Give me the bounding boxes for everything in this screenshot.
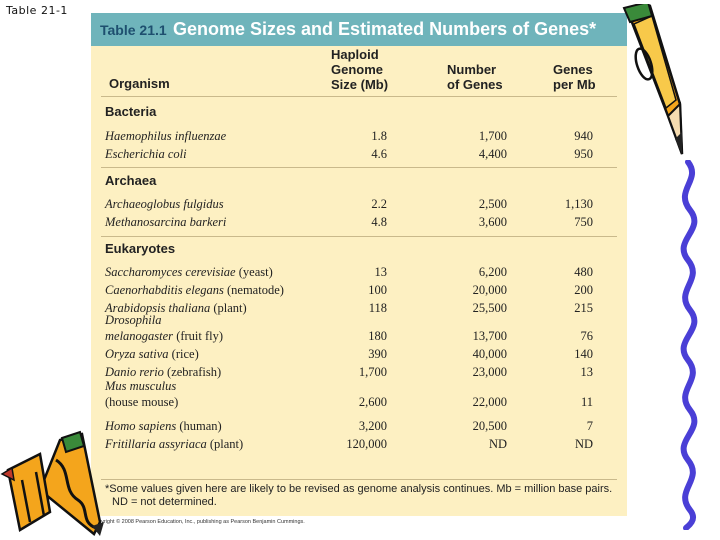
gene-count-cell: 22,000 bbox=[472, 395, 507, 409]
genes-per-mb-cell: 7 bbox=[586, 419, 593, 433]
gene-count-cell: 20,000 bbox=[472, 283, 507, 297]
column-header-genes-line2: of Genes bbox=[447, 77, 503, 92]
organism-name: Fritillaria assyriaca (plant) bbox=[105, 437, 244, 451]
table-number: Table 21.1 bbox=[100, 22, 167, 38]
organism-name: Saccharomyces cerevisiae (yeast) bbox=[105, 265, 273, 279]
genome-size-cell: 390 bbox=[368, 347, 387, 361]
genome-size-cell: 2.2 bbox=[371, 197, 387, 211]
genome-size-cell: 120,000 bbox=[346, 437, 387, 451]
organism-name: Mus musculus bbox=[105, 379, 177, 393]
genes-per-mb-cell: ND bbox=[574, 437, 593, 451]
gene-count-cell: 13,700 bbox=[472, 329, 507, 343]
genome-size-cell: 13 bbox=[374, 265, 388, 279]
gene-count-cell: 2,500 bbox=[478, 197, 507, 211]
organism-name: Caenorhabditis elegans (nematode) bbox=[105, 283, 284, 297]
genome-size-cell: 100 bbox=[368, 283, 387, 297]
organism-name: melanogaster (fruit fly) bbox=[105, 329, 224, 343]
footnote-line1: *Some values given here are likely to be… bbox=[105, 483, 613, 495]
organism-name: Arabidopsis thaliana (plant) bbox=[105, 301, 247, 315]
slide-label: Table 21-1 bbox=[6, 4, 68, 17]
genes-per-mb-cell: 140 bbox=[574, 347, 593, 361]
genes-per-mb-cell: 200 bbox=[574, 283, 593, 297]
genes-per-mb-cell: 11 bbox=[580, 395, 593, 409]
genome-size-cell: 4.6 bbox=[371, 147, 387, 161]
column-header-genes-line1: Number bbox=[447, 62, 497, 77]
genes-per-mb-cell: 480 bbox=[574, 265, 593, 279]
footnote-line2: ND = not determined. bbox=[112, 496, 217, 508]
pencil-icon bbox=[622, 4, 684, 155]
gene-count-cell: 3,600 bbox=[478, 215, 507, 229]
gene-count-cell: ND bbox=[488, 437, 507, 451]
genome-table: Table 21.1 Genome Sizes and Estimated Nu… bbox=[91, 13, 627, 516]
column-header-size-line1: Haploid bbox=[331, 47, 379, 62]
genes-per-mb-cell: 13 bbox=[580, 365, 594, 379]
genome-size-cell: 118 bbox=[368, 301, 387, 315]
column-header-size-line3: Size (Mb) bbox=[331, 77, 389, 92]
gene-count-cell: 23,000 bbox=[472, 365, 507, 379]
gene-count-cell: 6,200 bbox=[478, 265, 507, 279]
section-archaea: Archaea bbox=[105, 173, 157, 188]
genome-size-cell: 180 bbox=[368, 329, 387, 343]
gene-count-cell: 25,500 bbox=[472, 301, 507, 315]
section-bacteria: Bacteria bbox=[105, 104, 157, 119]
column-header-gpm-line1: Genes bbox=[553, 62, 593, 77]
organism-common-name: (house mouse) bbox=[105, 395, 179, 409]
genes-per-mb-cell: 950 bbox=[574, 147, 593, 161]
genes-per-mb-cell: 1,130 bbox=[564, 197, 593, 211]
genome-size-cell: 2,600 bbox=[358, 395, 387, 409]
squiggle-line-icon bbox=[680, 160, 698, 530]
organism-name: Methanosarcina barkeri bbox=[105, 215, 227, 229]
pencil-icon bbox=[0, 430, 104, 536]
column-header-gpm-line2: per Mb bbox=[553, 77, 596, 92]
genome-size-cell: 3,200 bbox=[358, 419, 387, 433]
genes-per-mb-cell: 750 bbox=[574, 215, 593, 229]
genes-per-mb-cell: 940 bbox=[574, 129, 593, 143]
genome-size-cell: 1,700 bbox=[358, 365, 387, 379]
gene-count-cell: 1,700 bbox=[478, 129, 507, 143]
genes-per-mb-cell: 215 bbox=[574, 301, 593, 315]
section-eukaryotes: Eukaryotes bbox=[105, 241, 176, 256]
section-divider bbox=[101, 167, 617, 168]
footnote: *Some values given here are likely to be… bbox=[105, 483, 615, 509]
organism-name: Danio rerio (zebrafish) bbox=[105, 365, 222, 379]
organism-name: Haemophilus influenzae bbox=[105, 129, 227, 143]
column-header-organism: Organism bbox=[109, 76, 170, 91]
copyright-notice: Copyright © 2008 Pearson Education, Inc.… bbox=[91, 519, 305, 525]
column-header-size-line2: Genome bbox=[331, 62, 384, 77]
organism-name: Escherichia coli bbox=[105, 147, 187, 161]
section-divider bbox=[101, 236, 617, 237]
organism-name: Oryza sativa (rice) bbox=[105, 347, 199, 361]
genome-size-cell: 4.8 bbox=[371, 215, 387, 229]
genes-per-mb-cell: 76 bbox=[580, 329, 594, 343]
gene-count-cell: 40,000 bbox=[472, 347, 507, 361]
genome-size-cell: 1.8 bbox=[371, 129, 387, 143]
footnote-divider bbox=[101, 479, 617, 480]
header-divider bbox=[101, 96, 617, 97]
table-header: Table 21.1 Genome Sizes and Estimated Nu… bbox=[91, 13, 627, 46]
organism-name: Drosophila bbox=[105, 313, 162, 327]
organism-name: Archaeoglobus fulgidus bbox=[105, 197, 224, 211]
organism-name: Homo sapiens (human) bbox=[105, 419, 222, 433]
gene-count-cell: 4,400 bbox=[478, 147, 507, 161]
gene-count-cell: 20,500 bbox=[472, 419, 507, 433]
table-title: Genome Sizes and Estimated Numbers of Ge… bbox=[173, 19, 597, 39]
